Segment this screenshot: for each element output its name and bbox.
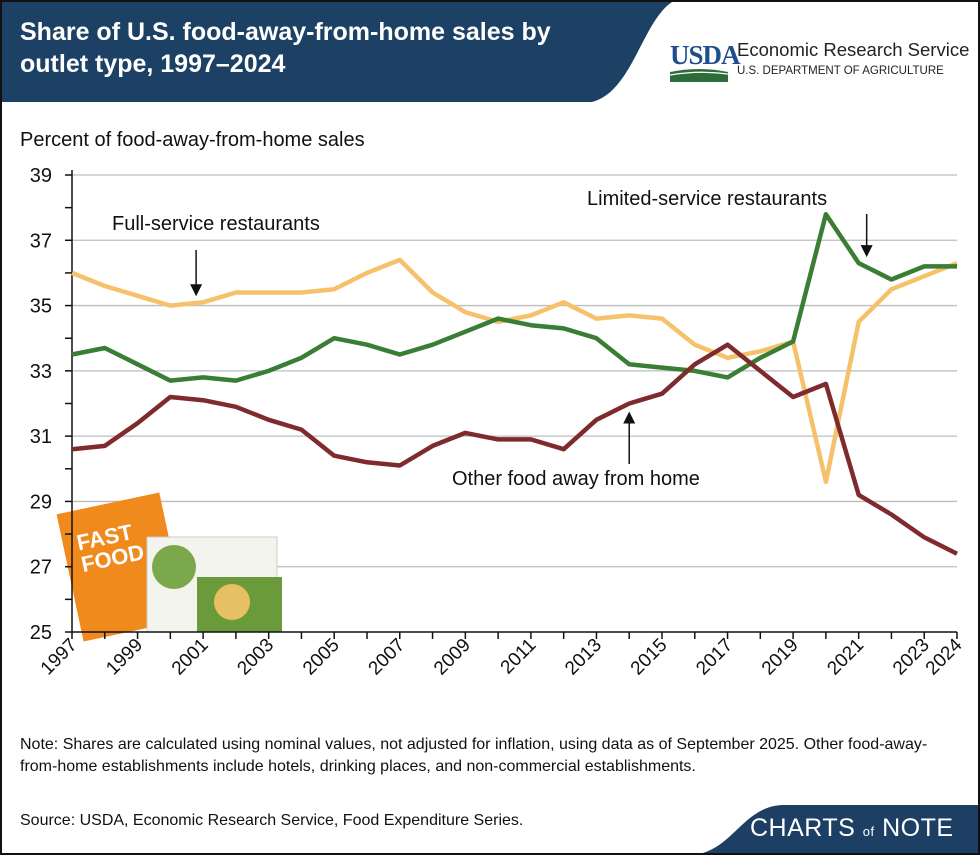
agency-name: Economic Research Service bbox=[737, 39, 970, 60]
department-name: U.S. DEPARTMENT OF AGRICULTURE bbox=[737, 65, 944, 77]
chart-source: Source: USDA, Economic Research Service,… bbox=[20, 812, 524, 829]
y-tick-label: 31 bbox=[30, 426, 52, 448]
x-tick-label: 2007 bbox=[365, 635, 410, 680]
y-tick-label: 39 bbox=[30, 165, 52, 187]
x-tick-label: 2019 bbox=[758, 635, 803, 680]
arrowhead-icon bbox=[190, 284, 203, 297]
x-tick-label: 2017 bbox=[692, 635, 737, 680]
x-tick-label: 2015 bbox=[627, 635, 672, 680]
charts-of-note-logo: CHARTS of NOTE bbox=[750, 814, 954, 843]
series-line-1 bbox=[71, 211, 957, 383]
arrowhead-icon bbox=[860, 245, 873, 258]
chart-note: Note: Shares are calculated using nomina… bbox=[20, 736, 928, 775]
x-tick-label: 2003 bbox=[233, 635, 278, 680]
brand-right: NOTE bbox=[882, 814, 954, 842]
annotation-label: Limited-service restaurants bbox=[587, 188, 827, 210]
x-tick-label: 2023 bbox=[889, 635, 934, 680]
brand-of: of bbox=[862, 824, 875, 839]
x-tick-label: 2013 bbox=[561, 635, 606, 680]
y-tick-label: 33 bbox=[30, 361, 52, 383]
usda-logo: USDA bbox=[670, 40, 741, 70]
brand-left: CHARTS bbox=[750, 814, 856, 842]
y-tick-label: 35 bbox=[30, 296, 52, 318]
usda-logo-fields-icon bbox=[670, 69, 728, 82]
chart-title: Share of U.S. food-away-from-home sales … bbox=[20, 18, 551, 78]
series-line-2 bbox=[71, 342, 959, 556]
x-tick-label: 2009 bbox=[430, 635, 475, 680]
x-tick-label: 2011 bbox=[497, 635, 541, 679]
series-line-0 bbox=[71, 257, 958, 485]
x-tick-label: 2005 bbox=[299, 635, 344, 680]
header-banner bbox=[2, 2, 672, 102]
y-tick-label: 27 bbox=[30, 557, 52, 579]
x-tick-label: 1999 bbox=[102, 635, 147, 680]
y-tick-label: 25 bbox=[30, 622, 52, 644]
y-tick-label: 37 bbox=[30, 230, 52, 252]
x-tick-label: 2024 bbox=[922, 634, 967, 679]
food-menu-illustration: FAST FOOD bbox=[56, 492, 282, 642]
x-tick-label: 2001 bbox=[168, 635, 213, 680]
annotation-label: Other food away from home bbox=[452, 468, 700, 490]
charts-of-note-banner bbox=[702, 805, 978, 853]
y-axis-label: Percent of food-away-from-home sales bbox=[20, 129, 365, 151]
arrowhead-icon bbox=[623, 411, 636, 424]
y-tick-label: 29 bbox=[30, 491, 52, 513]
annotation-label: Full-service restaurants bbox=[112, 213, 320, 235]
x-tick-label: 2021 bbox=[823, 635, 868, 680]
